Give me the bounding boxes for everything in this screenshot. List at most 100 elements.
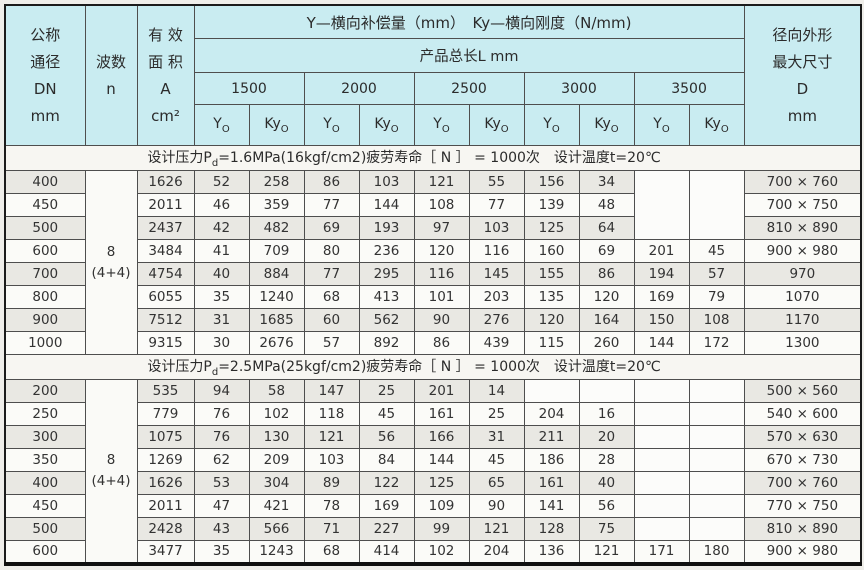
table-row: 1000 9315 30 2676 57 892 86 439 115 260 144 172 1300: [4, 331, 862, 355]
cell-value: 122: [358, 471, 415, 495]
cell-value: [523, 379, 580, 403]
cell-dn: 600: [4, 540, 86, 564]
cell-value: 194: [633, 262, 690, 286]
cell-effective-area: 1626: [136, 471, 195, 495]
header-ky0-cell: KyO: [248, 104, 305, 146]
cell-dn: 350: [4, 448, 86, 472]
cell-value: 204: [468, 540, 525, 564]
header-line: 径向外形: [772, 25, 833, 44]
cell-value: 120: [578, 285, 635, 309]
cell-value: 144: [633, 331, 690, 355]
cell-value: 171: [633, 540, 690, 564]
cell-value: 130: [248, 425, 305, 449]
cell-value: 30: [193, 331, 250, 355]
cell-dn: 200: [4, 379, 86, 403]
cell-value: 562: [358, 308, 415, 332]
cell-dimension: 700 × 760: [743, 471, 862, 495]
cell-dn: 400: [4, 170, 86, 194]
cell-value: 101: [413, 285, 470, 309]
cell-value: 1243: [248, 540, 305, 564]
cell-value: 68: [303, 285, 360, 309]
cell-value: 172: [688, 331, 745, 355]
header-length-2000: 2000: [303, 72, 415, 105]
header-length-1500: 1500: [193, 72, 305, 105]
cell-value: 25: [358, 379, 415, 403]
header-line: 通径: [30, 52, 61, 71]
cell-value: 160: [523, 239, 580, 263]
cell-value: 709: [248, 239, 305, 263]
cell-value: [688, 379, 745, 403]
cell-value: 136: [523, 540, 580, 564]
cell-value: 86: [578, 262, 635, 286]
header-line: mm: [787, 106, 817, 125]
cell-value: 80: [303, 239, 360, 263]
header-effective-area: 有 效 面 积 A cm²: [136, 4, 195, 146]
cell-value: 186: [523, 448, 580, 472]
cell-value: 55: [468, 170, 525, 194]
cell-value: 35: [193, 540, 250, 564]
cell-value: 43: [193, 517, 250, 541]
cell-value: 86: [303, 170, 360, 194]
cell-dimension: 670 × 730: [743, 448, 862, 472]
table-row: 700 4754 40 884 77 295 116 145 155 86 194 57 970: [4, 262, 862, 286]
cell-dimension: 700 × 760: [743, 170, 862, 194]
cell-value: [688, 517, 745, 541]
cell-effective-area: 2428: [136, 517, 195, 541]
cell-value: 413: [358, 285, 415, 309]
table-row: 400 1626 53 304 89 122 125 65 161 40 700 × 760: [4, 471, 862, 495]
cell-value: 108: [413, 193, 470, 217]
header-line: 公称: [30, 25, 61, 44]
cell-value: 2676: [248, 331, 305, 355]
cell-value: 359: [248, 193, 305, 217]
cell-value: 14: [468, 379, 525, 403]
cell-value: [578, 379, 635, 403]
cell-effective-area: 4754: [136, 262, 195, 286]
cell-value: [633, 494, 690, 518]
cell-value: 57: [303, 331, 360, 355]
cell-value: 892: [358, 331, 415, 355]
cell-dn: 500: [4, 216, 86, 240]
cell-value: 116: [468, 239, 525, 263]
cell-value: 144: [358, 193, 415, 217]
cell-value: 65: [468, 471, 525, 495]
table-row: 450 2011 46 359 77 144 108 77 139 48 700 × 750: [4, 193, 862, 217]
cell-effective-area: 6055: [136, 285, 195, 309]
cell-value: 64: [578, 216, 635, 240]
header-length-3000: 3000: [523, 72, 635, 105]
cell-value: [688, 425, 745, 449]
cell-value: 79: [688, 285, 745, 309]
header-product-length: 产品总长L mm: [193, 38, 745, 73]
cell-value: 884: [248, 262, 305, 286]
cell-value: 75: [578, 517, 635, 541]
section-title: 设计压力Pd=1.6MPa(16kgf/cm2)疲劳寿命［ N ］ = 1000…: [4, 145, 862, 171]
cell-dn: 800: [4, 285, 86, 309]
cell-value-merged: [688, 170, 745, 240]
section-header-row: 设计压力Pd=2.5MPa(25kgf/cm2)疲劳寿命［ N ］ = 1000…: [4, 354, 862, 380]
cell-value: 155: [523, 262, 580, 286]
header-main-title: Y—横向补偿量（mm） Ky—横向刚度（N/mm): [193, 4, 745, 39]
cell-dimension: 810 × 890: [743, 517, 862, 541]
cell-value: 164: [578, 308, 635, 332]
cell-dn: 300: [4, 425, 86, 449]
header-line: n: [106, 79, 116, 98]
cell-value: 1240: [248, 285, 305, 309]
cell-value: 77: [303, 193, 360, 217]
table-row: 350 1269 62 209 103 84 144 45 186 28 670 × 730: [4, 448, 862, 472]
cell-value: 1685: [248, 308, 305, 332]
cell-value: 103: [303, 448, 360, 472]
cell-value: 56: [578, 494, 635, 518]
table-row: 250 779 76 102 118 45 161 25 204 16 540 × 600: [4, 402, 862, 426]
cell-value: 150: [633, 308, 690, 332]
header-y0-cell: YO: [413, 104, 470, 146]
cell-value: 41: [193, 239, 250, 263]
header-line: 波数: [95, 52, 126, 71]
cell-value: 97: [413, 216, 470, 240]
cell-effective-area: 2437: [136, 216, 195, 240]
cell-value: 46: [193, 193, 250, 217]
cell-effective-area: 1075: [136, 425, 195, 449]
header-ky0-cell: KyO: [578, 104, 635, 146]
cell-value: 103: [358, 170, 415, 194]
cell-value: 56: [358, 425, 415, 449]
cell-value: 115: [523, 331, 580, 355]
cell-value: 201: [413, 379, 470, 403]
